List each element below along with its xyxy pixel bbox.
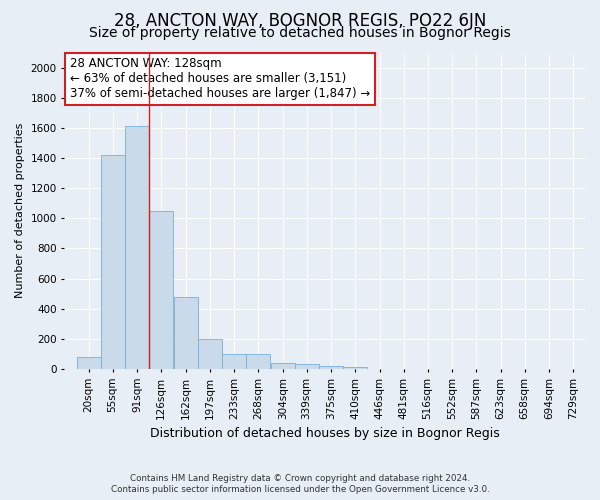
Text: 28 ANCTON WAY: 128sqm
← 63% of detached houses are smaller (3,151)
37% of semi-d: 28 ANCTON WAY: 128sqm ← 63% of detached … [70,57,370,100]
Bar [197,339,221,369]
Text: Size of property relative to detached houses in Bognor Regis: Size of property relative to detached ho… [89,26,511,40]
Text: 28, ANCTON WAY, BOGNOR REGIS, PO22 6JN: 28, ANCTON WAY, BOGNOR REGIS, PO22 6JN [114,12,486,30]
Y-axis label: Number of detached properties: Number of detached properties [15,123,25,298]
Bar [174,296,197,369]
Bar [77,357,101,369]
Bar [246,354,270,369]
Bar [319,366,343,369]
Bar [271,363,295,369]
Bar [222,354,246,369]
Text: Contains HM Land Registry data © Crown copyright and database right 2024.
Contai: Contains HM Land Registry data © Crown c… [110,474,490,494]
Bar [101,155,125,369]
X-axis label: Distribution of detached houses by size in Bognor Regis: Distribution of detached houses by size … [150,427,500,440]
Bar [125,126,149,369]
Bar [295,364,319,369]
Bar [343,366,367,369]
Bar [149,210,173,369]
